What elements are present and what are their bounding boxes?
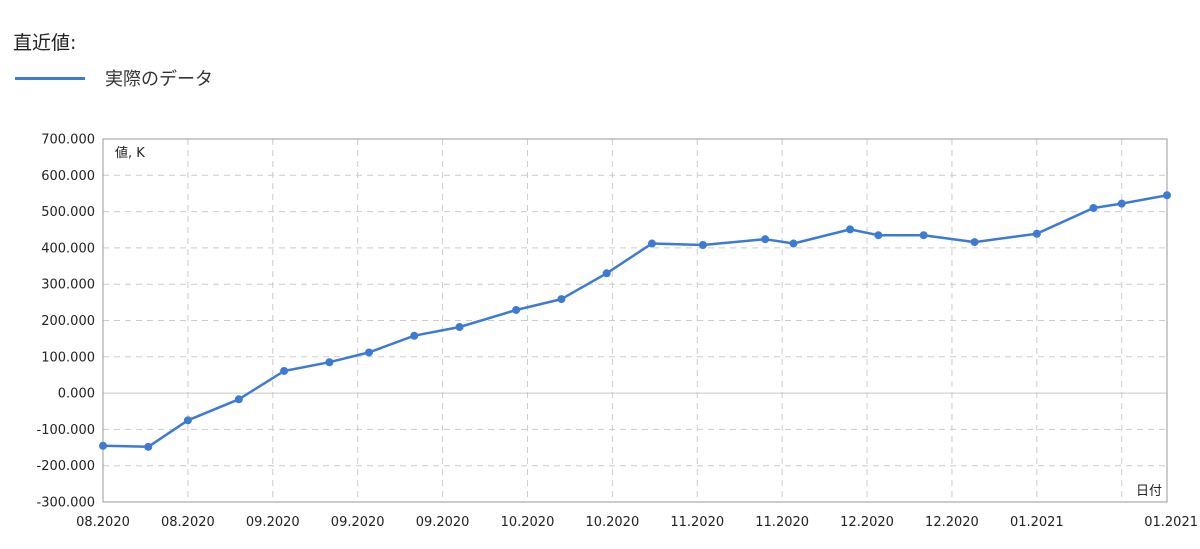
x-tick-label: 12.2020 — [840, 515, 894, 530]
data-point[interactable] — [846, 225, 855, 234]
data-point[interactable] — [919, 231, 928, 240]
series-layer — [99, 191, 1171, 451]
y-tick-label: -100.000 — [37, 423, 95, 438]
data-point[interactable] — [602, 269, 611, 278]
y-tick-label: 0.000 — [58, 387, 95, 402]
data-point[interactable] — [970, 238, 979, 247]
x-tick-label: 09.2020 — [416, 515, 470, 530]
y-tick-label: 400.000 — [41, 241, 95, 256]
x-tick-label: 09.2020 — [331, 515, 385, 530]
data-point[interactable] — [557, 295, 566, 304]
x-tick-labels: 08.2020 08.2020 09.2020 09.2020 09.2020 10.20… — [76, 515, 1198, 530]
data-point[interactable] — [1117, 199, 1126, 208]
y-tick-label: 300.000 — [41, 278, 95, 293]
data-point[interactable] — [144, 442, 153, 451]
x-tick-label: 09.2020 — [246, 515, 300, 530]
x-tick-label: 12.2020 — [925, 515, 979, 530]
data-point[interactable] — [280, 366, 289, 375]
data-point[interactable] — [1032, 229, 1041, 238]
y-tick-label: 200.000 — [41, 314, 95, 329]
chart-legend[interactable]: 実際のデータ — [15, 65, 213, 91]
x-tick-label: 10.2020 — [501, 515, 555, 530]
y-tick-label: -300.000 — [37, 496, 95, 511]
y-tick-label: 100.000 — [41, 350, 95, 365]
data-point[interactable] — [455, 323, 464, 332]
data-point[interactable] — [874, 231, 883, 240]
legend-label: 実際のデータ — [105, 69, 213, 90]
grid-layer — [103, 139, 1167, 502]
series-line — [102, 194, 1168, 449]
data-point[interactable] — [99, 441, 107, 450]
legend-swatch-line — [15, 76, 85, 80]
data-point[interactable] — [234, 395, 243, 404]
y-axis-unit-label: 値, K — [115, 145, 145, 161]
axis-layer — [102, 138, 1168, 503]
data-point[interactable] — [512, 305, 521, 314]
x-tick-label: 08.2020 — [76, 515, 130, 530]
data-point[interactable] — [761, 235, 770, 244]
y-tick-label: 600.000 — [41, 169, 95, 184]
data-point[interactable] — [789, 239, 798, 248]
chart-header-title: 直近値: — [13, 32, 77, 54]
x-axis-unit-label: 日付 — [1136, 484, 1162, 499]
y-tick-label: 500.000 — [41, 205, 95, 220]
data-point[interactable] — [1089, 203, 1098, 212]
x-tick-label: 08.2020 — [161, 515, 215, 530]
plot-frame — [102, 138, 1168, 503]
y-tick-labels: 700.000 600.000 500.000 400.000 300.000 200.0… — [37, 133, 95, 511]
x-tick-label: 11.2020 — [670, 515, 724, 530]
data-point[interactable] — [698, 240, 707, 249]
x-tick-label: 10.2020 — [585, 515, 639, 530]
x-tick-label: 01.2021 — [1144, 515, 1198, 530]
y-tick-label: 700.000 — [41, 133, 95, 148]
y-tick-label: -200.000 — [37, 459, 95, 474]
x-tick-label: 11.2020 — [755, 515, 809, 530]
data-point[interactable] — [365, 348, 373, 357]
data-point[interactable] — [410, 331, 419, 340]
data-point[interactable] — [183, 416, 192, 425]
x-tick-label: 01.2021 — [1010, 515, 1064, 530]
data-point[interactable] — [1163, 191, 1171, 200]
data-point[interactable] — [325, 358, 334, 367]
data-point[interactable] — [647, 239, 656, 248]
